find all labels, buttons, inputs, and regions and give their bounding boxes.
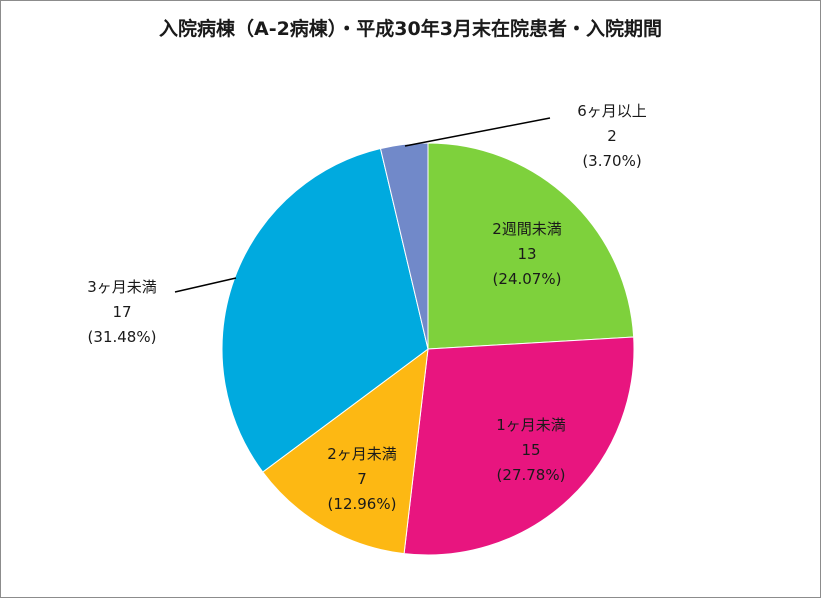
slice-category-label-4: 3ヶ月未満 (87, 278, 157, 296)
slice-value-label-5: 2 (607, 127, 617, 145)
pie-slice-3 (262, 347, 429, 555)
slice-category-label-2: 1ヶ月未満 (496, 416, 566, 434)
slice-category-label-5: 6ヶ月以上 (577, 102, 647, 120)
leader-line-5 (404, 117, 551, 147)
slice-percent-label-4: (31.48%) (88, 328, 157, 346)
pie-slice-2 (403, 336, 635, 556)
slice-value-label-3: 7 (357, 470, 367, 488)
slice-percent-label-1: (24.07%) (493, 270, 562, 288)
slice-percent-label-5: (3.70%) (582, 152, 641, 170)
pie-slice-1 (427, 142, 635, 350)
slice-category-label-1: 2週間未満 (492, 220, 562, 238)
leader-line-4 (174, 277, 237, 293)
pie-slice-5 (379, 142, 429, 350)
slice-value-label-1: 13 (517, 245, 536, 263)
slice-value-label-2: 15 (521, 441, 540, 459)
chart-title: 入院病棟（A-2病棟）・平成30年3月末在院患者・入院期間 (159, 18, 662, 40)
slice-category-label-3: 2ヶ月未満 (327, 445, 397, 463)
slice-percent-label-3: (12.96%) (328, 495, 397, 513)
slice-value-label-4: 17 (112, 303, 131, 321)
slice-percent-label-2: (27.78%) (497, 466, 566, 484)
